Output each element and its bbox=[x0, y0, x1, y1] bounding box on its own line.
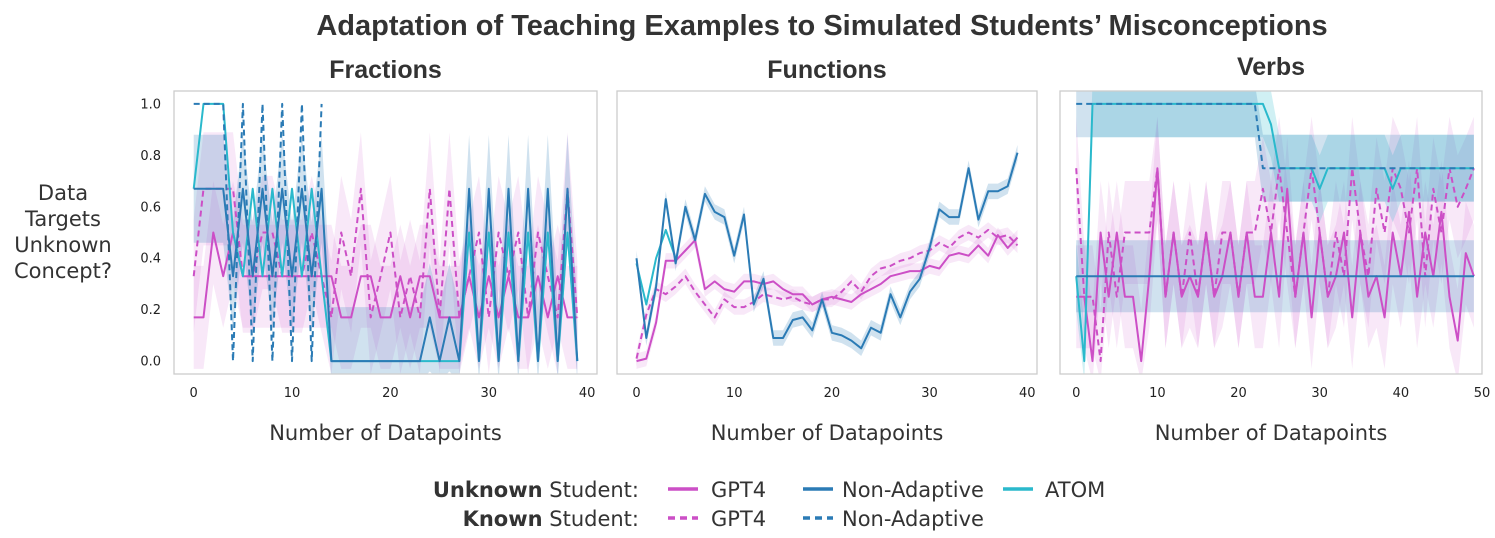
line-atom_unknown bbox=[1075, 102, 1474, 363]
legend-unknown-bold: Unknown bbox=[433, 478, 543, 502]
legend: Unknown Student: Known Student: GPT4 Non… bbox=[433, 478, 1105, 531]
line-nonadaptive_unknown bbox=[635, 152, 1019, 350]
band-gpt4_known bbox=[1076, 116, 1474, 374]
y-axis-label-line-2: Targets bbox=[24, 207, 101, 231]
band-gpt4_unknown bbox=[1076, 116, 1474, 374]
y-axis-label-line-4: Concept? bbox=[14, 259, 112, 283]
legend-known-bold: Known bbox=[463, 507, 543, 531]
legend-label-nonadaptive-known: Non-Adaptive bbox=[842, 507, 984, 531]
axes-frame bbox=[1059, 90, 1483, 375]
y-axis-label-line-3: Unknown bbox=[14, 233, 111, 257]
panel-title-0: Fractions bbox=[329, 56, 442, 84]
x-tick-label: 50 bbox=[1474, 386, 1491, 401]
x-tick-label: 20 bbox=[824, 386, 841, 401]
x-axis-label: Number of Datapoints bbox=[711, 421, 944, 445]
x-tick-label: 0 bbox=[632, 386, 640, 401]
line-atom_unknown bbox=[635, 228, 677, 306]
y-tick-label: 0.2 bbox=[140, 303, 161, 318]
band-atom_unknown bbox=[1076, 91, 1474, 374]
x-axis-label: Number of Datapoints bbox=[1155, 421, 1388, 445]
line-gpt4_unknown bbox=[636, 234, 1019, 363]
legend-label-atom-unknown: ATOM bbox=[1045, 478, 1105, 502]
legend-label-gpt4-unknown: GPT4 bbox=[711, 478, 766, 502]
legend-unknown-suffix: Student: bbox=[543, 478, 639, 502]
line-nonadaptive_known bbox=[1076, 102, 1474, 170]
y-tick-label: 1.0 bbox=[140, 97, 161, 112]
x-tick-label: 10 bbox=[1149, 386, 1166, 401]
x-tick-label: 10 bbox=[726, 386, 743, 401]
x-axis-label: Number of Datapoints bbox=[269, 421, 502, 445]
y-tick-label: 0.8 bbox=[140, 149, 161, 164]
x-tick-label: 0 bbox=[1072, 386, 1080, 401]
chart-panels: Fractions 0 10 20 30 40 0.0 0.2 0.4 0.6 0.8 1.0 Numb… bbox=[140, 53, 1490, 445]
x-tick-label: 30 bbox=[1311, 386, 1328, 401]
line-gpt4_known bbox=[192, 187, 579, 319]
x-tick-label: 30 bbox=[921, 386, 938, 401]
panel-verbs: Verbs 0 10 20 30 40 50 Number of Datapoints bbox=[1059, 53, 1491, 445]
axes-frame bbox=[173, 90, 598, 375]
y-tick-label: 0.4 bbox=[140, 252, 161, 267]
x-tick-label: 40 bbox=[579, 386, 596, 401]
x-tick-label: 0 bbox=[190, 386, 198, 401]
plot-area bbox=[192, 102, 579, 374]
x-tick-label: 30 bbox=[481, 386, 498, 401]
panel-fractions: Fractions 0 10 20 30 40 0.0 0.2 0.4 0.6 0.8 1.0 Numb… bbox=[140, 56, 598, 445]
x-tick-label: 40 bbox=[1393, 386, 1410, 401]
band-gpt4_known bbox=[636, 222, 1018, 367]
legend-unknown-row-label: Unknown Student: bbox=[433, 478, 639, 502]
y-tick-label: 0.0 bbox=[140, 355, 161, 370]
y-axis-label-line-1: Data bbox=[38, 181, 88, 205]
line-nonadaptive_known bbox=[193, 102, 323, 363]
x-tick-label: 20 bbox=[382, 386, 399, 401]
line-gpt4_known bbox=[635, 228, 1019, 359]
legend-label-gpt4-known: GPT4 bbox=[711, 507, 766, 531]
plot-area bbox=[635, 145, 1019, 369]
axes-frame bbox=[616, 90, 1038, 375]
legend-label-nonadaptive-unknown: Non-Adaptive bbox=[842, 478, 984, 502]
legend-known-row-label: Known Student: bbox=[463, 507, 639, 531]
panel-functions: Functions 0 10 20 30 40 Number of Datapoints bbox=[616, 56, 1038, 445]
x-tick-label: 10 bbox=[284, 386, 301, 401]
y-tick-label: 0.6 bbox=[140, 200, 161, 215]
figure-title: Adaptation of Teaching Examples to Simul… bbox=[316, 10, 1327, 42]
panel-title-1: Functions bbox=[767, 56, 886, 84]
x-tick-label: 40 bbox=[1019, 386, 1036, 401]
plot-area bbox=[1075, 91, 1475, 374]
line-gpt4_unknown bbox=[1076, 167, 1475, 363]
x-tick-label: 20 bbox=[1230, 386, 1247, 401]
panel-title-2: Verbs bbox=[1237, 53, 1305, 81]
legend-known-suffix: Student: bbox=[543, 507, 639, 531]
